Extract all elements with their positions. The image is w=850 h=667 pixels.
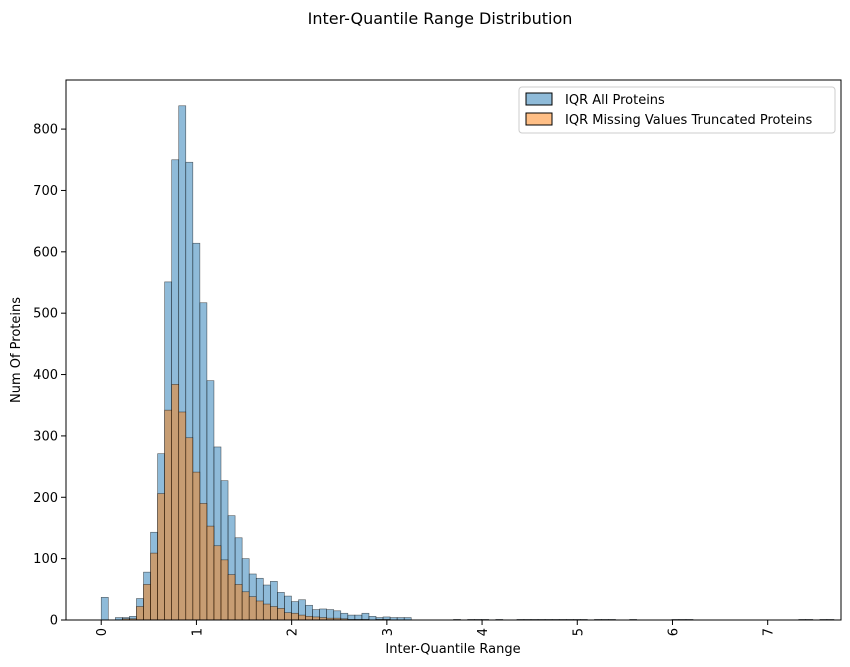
bars-layer [100, 105, 835, 621]
histogram-bar-series-1 [298, 614, 306, 621]
y-tick-label: 400 [33, 368, 58, 383]
histogram-bar-series-1 [171, 384, 180, 621]
y-tick-label: 700 [33, 184, 58, 199]
histogram-bar-series-1 [291, 612, 299, 621]
histogram-bar-series-1 [213, 545, 222, 621]
histogram-bar-series-1 [270, 606, 278, 621]
histogram-bar-series-1 [136, 606, 144, 621]
histogram-bar-series-1 [178, 411, 187, 621]
histogram-bar-series-1 [241, 591, 250, 621]
x-tick-label: 1 [190, 628, 205, 636]
histogram-bar-series-1 [199, 503, 208, 621]
histogram-bar-series-1 [143, 584, 151, 621]
histogram-bar-series-1 [157, 493, 165, 621]
x-axis-label: Inter-Quantile Range [385, 642, 520, 657]
y-tick-label: 600 [33, 245, 58, 260]
x-tick-label: 5 [571, 628, 586, 636]
y-tick-label: 800 [33, 123, 58, 138]
histogram-bar-series-1 [185, 437, 194, 621]
histogram-bar-series-1 [192, 471, 201, 621]
y-tick-label: 200 [33, 491, 58, 506]
histogram-bar-series-1 [227, 574, 236, 621]
histogram-bar-series-1 [284, 612, 292, 621]
legend-swatch-truncated-proteins [525, 112, 553, 126]
histogram-bar-series-1 [220, 559, 229, 621]
x-tick-label: 2 [286, 628, 301, 636]
histogram-bar-series-0 [361, 612, 370, 621]
y-tick-label: 300 [33, 429, 58, 444]
y-axis-label: Num Of Proteins [9, 297, 24, 403]
histogram-bar-series-0 [368, 616, 377, 621]
x-tick-label: 3 [381, 628, 396, 636]
legend: IQR All Proteins IQR Missing Values Trun… [518, 86, 836, 134]
x-tick-label: 6 [666, 628, 681, 636]
y-axis-ticks: 0 100 200 300 400 500 600 700 800 [33, 123, 66, 629]
legend-label-truncated-proteins: IQR Missing Values Truncated Proteins [565, 113, 812, 128]
histogram-bar-series-1 [305, 616, 313, 621]
histogram-bar-series-1 [150, 552, 158, 621]
x-tick-label: 0 [95, 628, 110, 636]
histogram-bar-series-1 [206, 525, 215, 621]
histogram-bar-series-1 [164, 409, 172, 621]
legend-swatch-all-proteins [525, 92, 553, 106]
legend-box [518, 86, 836, 134]
x-axis-ticks: 0 1 2 3 4 5 6 7 [95, 620, 777, 636]
histogram-bar-series-1 [277, 608, 285, 621]
x-tick-label: 7 [762, 628, 777, 636]
plot-frame [65, 79, 842, 621]
x-tick-label: 4 [476, 628, 491, 636]
legend-label-all-proteins: IQR All Proteins [565, 93, 665, 108]
y-tick-label: 500 [33, 307, 58, 322]
histogram-bar-series-1 [234, 584, 243, 621]
histogram-bar-series-1 [255, 600, 264, 621]
chart-title: Inter-Quantile Range Distribution [308, 9, 573, 28]
y-tick-label: 100 [33, 552, 58, 567]
histogram-bar-series-0 [100, 596, 109, 621]
y-tick-label: 0 [50, 614, 58, 629]
histogram-bar-series-1 [248, 596, 257, 621]
histogram-bar-series-1 [262, 603, 271, 621]
